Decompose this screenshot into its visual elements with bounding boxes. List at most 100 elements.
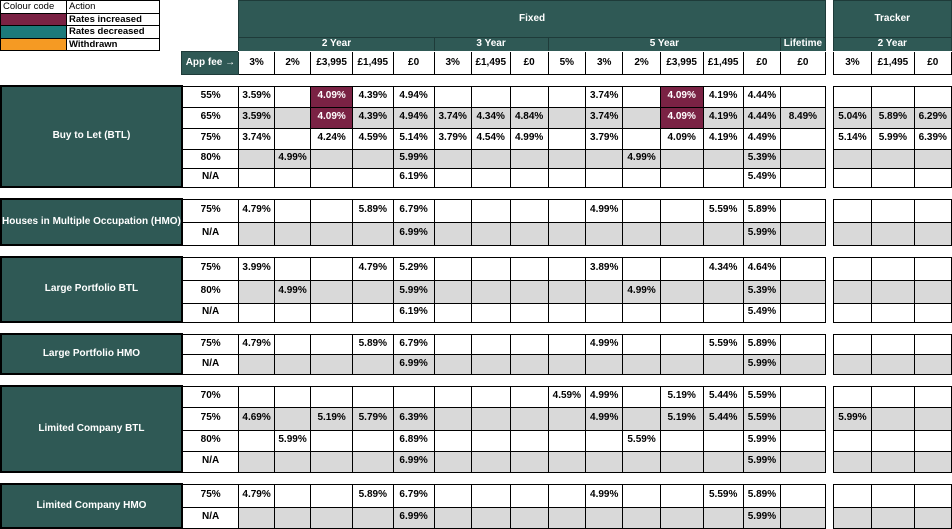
section-spacer <box>1 374 952 386</box>
section-label: Limited Company BTL <box>0 385 183 473</box>
table-row: Large Portfolio HMO 75% 4.79% 5.89% 6.79% 4.9… <box>0 333 952 375</box>
rate-cell <box>702 353 744 375</box>
rate-cell <box>470 85 511 108</box>
rate-cell <box>659 167 704 188</box>
ltv-label: 75% <box>181 483 240 508</box>
rate-cell: 4.99% <box>273 279 312 304</box>
column-gap <box>825 303 834 322</box>
rate-cell <box>702 221 744 246</box>
rate-cell <box>622 406 661 431</box>
rate-cell <box>547 429 587 452</box>
rate-cell <box>509 483 549 508</box>
rate-cell <box>433 406 472 431</box>
rate-cell <box>871 429 915 452</box>
rate-cell <box>547 85 587 108</box>
rate-cell <box>871 256 915 281</box>
rate-cell: 3.74% <box>433 106 472 129</box>
rate-cell <box>780 353 826 375</box>
rate-cell <box>659 333 704 355</box>
rate-cell <box>913 483 952 508</box>
rate-cell <box>547 106 587 129</box>
rate-cell: 4.09% <box>310 85 353 108</box>
ltv-label: 80% <box>181 148 240 169</box>
ltv-label: 65% <box>181 106 240 129</box>
ltv-label: N/A <box>181 221 240 246</box>
column-gap <box>825 430 834 451</box>
rate-cell: 5.59% <box>702 333 744 355</box>
rate-cell <box>913 406 952 431</box>
rate-cell <box>470 483 511 508</box>
rate-cell <box>470 450 511 473</box>
rate-cell <box>509 85 549 108</box>
column-header-fee: 3% <box>832 51 873 75</box>
rate-cell <box>433 302 472 323</box>
rate-cell: 5.59% <box>742 385 782 408</box>
rate-cell <box>659 506 704 529</box>
rate-cell <box>832 256 873 281</box>
rate-cell: 6.99% <box>392 221 435 246</box>
column-gap <box>825 199 834 222</box>
rate-cell: 5.89% <box>871 106 915 129</box>
rate-cell <box>780 167 826 188</box>
rate-cell <box>547 483 587 508</box>
rate-cell <box>622 85 661 108</box>
column-header-fee: £1,495 <box>351 51 394 75</box>
rate-cell <box>509 302 549 323</box>
rate-cell <box>273 221 312 246</box>
rate-cell: 4.99% <box>585 198 624 223</box>
column-gap <box>825 222 834 245</box>
rate-cell: 5.89% <box>742 198 782 223</box>
rate-cell: 4.79% <box>351 256 394 281</box>
rate-cell <box>832 483 873 508</box>
rate-cell: 5.59% <box>622 429 661 452</box>
rate-cell <box>585 148 624 169</box>
rate-cell <box>832 221 873 246</box>
rate-cell: 5.44% <box>702 385 744 408</box>
rate-cell <box>913 148 952 169</box>
rate-cell <box>238 385 275 408</box>
column-header-fee: £0 <box>913 51 952 75</box>
rate-cell <box>470 167 511 188</box>
rate-cell <box>659 302 704 323</box>
rate-cell <box>351 385 394 408</box>
rate-cell <box>659 353 704 375</box>
ltv-label: 75% <box>181 127 240 150</box>
rate-cell <box>871 167 915 188</box>
rate-cell: 4.99% <box>622 279 661 304</box>
section-spacer <box>1 472 952 484</box>
column-gap <box>825 354 834 374</box>
rate-cell <box>470 198 511 223</box>
column-header-fee: £1,495 <box>871 51 915 75</box>
table-row: N/A 6.99% 5.99% <box>1 353 952 375</box>
rate-cell: 4.54% <box>470 127 511 150</box>
rate-cell: 5.89% <box>742 333 782 355</box>
rate-cell <box>702 506 744 529</box>
rate-cell <box>238 167 275 188</box>
rate-cell <box>871 198 915 223</box>
legend-label-decreased: Rates decreased <box>66 25 160 39</box>
rate-cell: 4.39% <box>351 85 394 108</box>
rate-cell <box>547 127 587 150</box>
rate-cell <box>547 406 587 431</box>
rate-cell <box>585 221 624 246</box>
rate-cell <box>310 148 353 169</box>
rate-cell <box>585 167 624 188</box>
rate-cell <box>273 85 312 108</box>
column-gap <box>825 386 834 407</box>
rate-cell <box>871 279 915 304</box>
column-header-fee: 3% <box>433 51 472 75</box>
column-gap <box>825 507 834 528</box>
rate-cell <box>351 279 394 304</box>
rate-cell <box>470 385 511 408</box>
rate-cell <box>659 221 704 246</box>
rate-cell: 6.39% <box>913 127 952 150</box>
rate-cell: 4.34% <box>702 256 744 281</box>
rate-cell <box>702 148 744 169</box>
rate-cell <box>780 302 826 323</box>
rate-cell <box>310 256 353 281</box>
rate-cell: 3.79% <box>585 127 624 150</box>
rate-cell <box>622 483 661 508</box>
rate-cell: 5.04% <box>832 106 873 129</box>
header-lifetime: Lifetime <box>780 37 826 52</box>
rate-cell <box>351 506 394 529</box>
